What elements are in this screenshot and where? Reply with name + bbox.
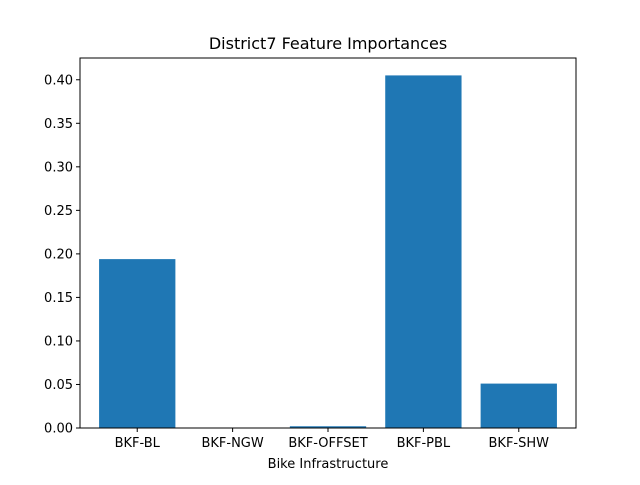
- bar-bkf-bl: [99, 259, 176, 428]
- bar-bkf-offset: [289, 426, 367, 428]
- plot-frame: [79, 57, 577, 429]
- x-axis-label: Bike Infrastructure: [268, 457, 389, 472]
- x-tick-label: BKF-NGW: [201, 436, 263, 451]
- x-axis: BKF-BL BKF-NGW BKF-OFFSET BKF-PBL BKF-SHW: [115, 428, 550, 451]
- x-tick-label: BKF-SHW: [489, 436, 550, 451]
- y-tick-label: 0.30: [44, 160, 73, 175]
- y-axis: 0.00 0.05 0.10 0.15 0.20 0.25 0.30 0.35 0.40: [44, 73, 80, 437]
- x-tick-label: BKF-BL: [115, 436, 161, 451]
- bars-layer: [99, 75, 557, 428]
- y-tick-label: 0.05: [44, 378, 73, 393]
- y-tick-label: 0.40: [44, 73, 73, 88]
- x-tick-label: BKF-PBL: [397, 436, 451, 451]
- y-tick-label: 0.25: [44, 204, 73, 219]
- y-tick-label: 0.20: [44, 247, 73, 262]
- bar-bkf-shw: [480, 383, 557, 428]
- y-tick-label: 0.10: [44, 334, 73, 349]
- bar-bkf-pbl: [385, 75, 462, 428]
- y-tick-label: 0.15: [44, 291, 73, 306]
- y-tick-label: 0.35: [44, 117, 73, 132]
- x-tick-label: BKF-OFFSET: [288, 436, 367, 451]
- chart-title: District7 Feature Importances: [209, 34, 447, 53]
- y-tick-label: 0.00: [44, 422, 73, 437]
